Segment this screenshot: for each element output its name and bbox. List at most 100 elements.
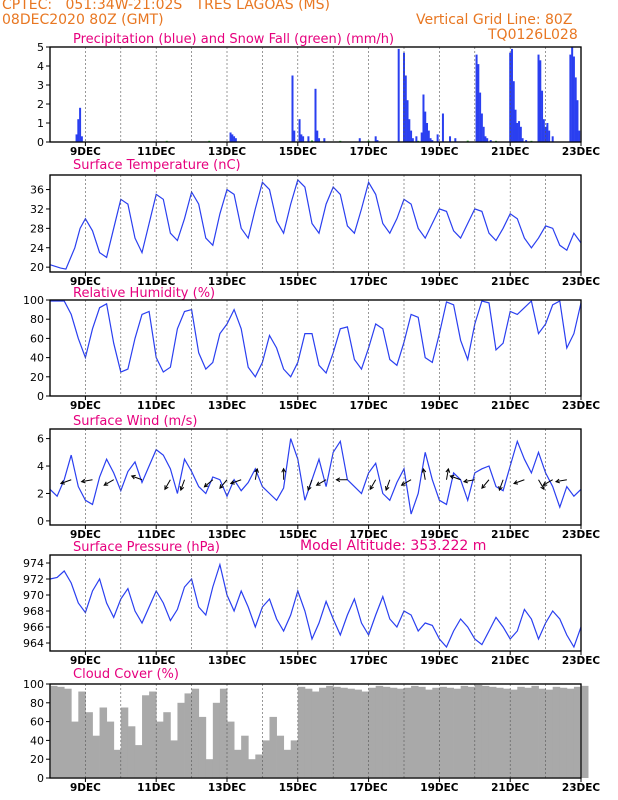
wind-arrow bbox=[80, 478, 93, 484]
precip-bar bbox=[449, 136, 452, 142]
precip-bar bbox=[574, 77, 577, 142]
precip-bar bbox=[548, 130, 551, 142]
precip-bar bbox=[79, 107, 82, 142]
x-tick-label: 15DEC bbox=[279, 276, 318, 288]
x-tick-label: 23DEC bbox=[562, 276, 601, 288]
cloud-bar bbox=[439, 686, 447, 778]
x-tick-label: 9DEC bbox=[70, 276, 101, 288]
cloud-bar bbox=[354, 689, 362, 778]
x-tick-label: 23DEC bbox=[562, 146, 601, 158]
header-grid-line: Vertical Grid Line: 80Z bbox=[416, 12, 573, 28]
cloud-bar bbox=[418, 686, 426, 778]
cloud-bar bbox=[524, 687, 532, 778]
series-line bbox=[50, 299, 582, 378]
plot-border bbox=[49, 554, 582, 652]
cloud-bar bbox=[573, 686, 582, 778]
cloud-bar bbox=[375, 685, 384, 778]
cloud-bar bbox=[184, 693, 193, 778]
cloud-bar bbox=[368, 687, 377, 778]
wind-arrow bbox=[445, 467, 451, 480]
y-tick-label: 60 bbox=[30, 716, 44, 729]
y-tick-label: 0 bbox=[37, 390, 44, 403]
precip-bar bbox=[521, 138, 524, 142]
precip-bar bbox=[302, 136, 305, 142]
precip-bar bbox=[229, 132, 232, 142]
panel-title: Cloud Cover (%) bbox=[73, 667, 179, 682]
precip-bar bbox=[75, 134, 78, 142]
precip-bar bbox=[441, 113, 444, 142]
y-tick-label: 0 bbox=[37, 136, 44, 149]
precip-bar bbox=[541, 90, 544, 142]
precip-bar bbox=[489, 140, 492, 142]
x-tick-label: 9DEC bbox=[70, 146, 101, 158]
y-tick-label: 4 bbox=[37, 460, 44, 473]
precip-bar bbox=[578, 130, 581, 142]
cloud-bar bbox=[531, 685, 539, 778]
x-tick-label: 15DEC bbox=[279, 655, 318, 667]
x-tick-label: 17DEC bbox=[349, 655, 388, 667]
cloud-bar bbox=[227, 721, 235, 778]
wind-arrow bbox=[229, 479, 242, 485]
x-tick-label: 21DEC bbox=[491, 400, 530, 412]
cloud-bar bbox=[92, 735, 100, 778]
snow-bar bbox=[367, 140, 370, 142]
cloud-bar bbox=[205, 759, 214, 778]
cloud-bar bbox=[311, 691, 320, 778]
precip-bar bbox=[542, 119, 545, 142]
cloud-bar bbox=[156, 721, 164, 778]
cloud-bar bbox=[64, 688, 72, 778]
x-tick-label: 19DEC bbox=[420, 276, 459, 288]
y-tick-label: 0 bbox=[37, 515, 44, 528]
wind-arrow bbox=[449, 474, 461, 481]
precip-bar bbox=[576, 100, 579, 142]
panel-title: Surface Temperature (nC) bbox=[73, 158, 241, 173]
precip-bar bbox=[403, 52, 405, 143]
cloud-bar bbox=[396, 688, 405, 778]
cloud-bar bbox=[347, 688, 355, 778]
panel-5: Surface Pressure (hPa) 964 966 968 970 972 974… bbox=[23, 540, 600, 667]
precip-bar bbox=[234, 138, 237, 142]
wind-arrow bbox=[59, 479, 72, 485]
precip-bar bbox=[374, 136, 377, 142]
cloud-bar bbox=[269, 716, 277, 778]
precip-bar bbox=[422, 94, 425, 142]
cloud-bar bbox=[432, 687, 440, 778]
y-tick-label: 40 bbox=[30, 352, 44, 365]
cloud-bar bbox=[177, 702, 185, 778]
y-tick-label: 36 bbox=[30, 184, 44, 197]
y-tick-label: 60 bbox=[30, 332, 44, 345]
x-tick-label: 13DEC bbox=[208, 655, 247, 667]
plot-frame bbox=[49, 174, 582, 273]
precip-bar bbox=[300, 134, 303, 142]
wind-arrow bbox=[307, 479, 313, 492]
y-tick-label: 2 bbox=[37, 98, 44, 111]
precip-bar bbox=[510, 48, 513, 142]
x-tick-label: 21DEC bbox=[491, 529, 530, 541]
precip-bar bbox=[431, 140, 434, 142]
precip-bar bbox=[569, 54, 572, 142]
x-tick-label: 19DEC bbox=[420, 529, 459, 541]
y-tick-label: 968 bbox=[23, 605, 44, 618]
x-tick-label: 11DEC bbox=[137, 400, 176, 412]
cloud-bar bbox=[142, 695, 150, 778]
cloud-bar bbox=[120, 707, 129, 778]
snow-bar bbox=[466, 140, 469, 142]
y-tick-label: 20 bbox=[30, 753, 44, 766]
precip-bar bbox=[551, 136, 554, 142]
precip-bar bbox=[572, 56, 575, 142]
panel-title: Relative Humidity (%) bbox=[73, 286, 215, 301]
plot-frame bbox=[49, 554, 582, 652]
y-tick-label: 28 bbox=[30, 222, 44, 235]
panel-2: Surface Temperature (nC) 20 24 28 32 36 9DEC 11… bbox=[30, 158, 600, 288]
y-tick-label: 4 bbox=[37, 60, 44, 73]
series-line bbox=[49, 438, 582, 515]
cloud-bar bbox=[517, 686, 525, 778]
precip-bar bbox=[293, 130, 296, 142]
precip-bar bbox=[454, 138, 457, 142]
cloud-bar bbox=[361, 691, 370, 778]
precip-bar bbox=[436, 134, 439, 142]
x-tick-label: 13DEC bbox=[208, 276, 247, 288]
x-tick-label: 19DEC bbox=[420, 146, 459, 158]
